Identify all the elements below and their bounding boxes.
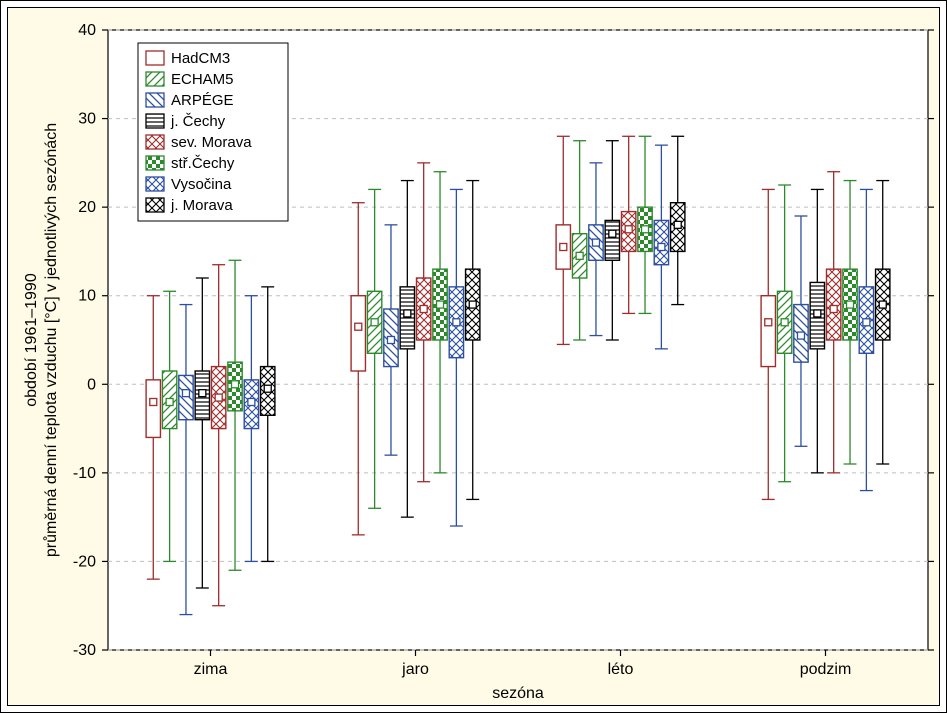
median-marker [387,337,394,344]
box [761,296,775,367]
x-tick-label: podzim [800,661,852,678]
y-tick-label: -30 [73,642,96,659]
legend-label: HadCM3 [171,50,230,67]
y-tick-label: 0 [87,376,96,393]
chart-panel: -30 -20 -10 0 10 20 30 40 průměrná denní teplota… [7,7,940,706]
median-marker [150,399,157,406]
y-tick-label: -20 [73,553,96,570]
median-marker [847,301,854,308]
y-tick-label: -10 [73,465,96,482]
median-marker [404,310,411,317]
legend-label: stř.Čechy [171,155,235,172]
legend-swatch [146,93,164,107]
legend [138,43,288,221]
y-tick-label: 30 [78,111,96,128]
legend-swatch [146,51,164,65]
median-marker [182,390,189,397]
x-tick-label: jaro [401,661,429,678]
median-marker [355,323,362,330]
median-marker [609,230,616,237]
median-marker [674,221,681,228]
median-marker [215,394,222,401]
box [146,380,160,438]
x-tick-label: zima [194,661,228,678]
median-marker [371,319,378,326]
median-marker [814,310,821,317]
median-marker [248,399,255,406]
box [827,269,841,340]
median-marker [560,244,567,251]
y-tick-label: 10 [78,288,96,305]
x-tick-label: léto [608,661,634,678]
box [351,296,365,371]
box [654,220,668,264]
median-marker [765,319,772,326]
median-marker [781,319,788,326]
median-marker [625,226,632,233]
box [400,287,414,349]
y-axis-label: průměrná denní teplota vzduchu [°C] v je… [42,123,60,557]
median-marker [592,239,599,246]
legend-label: j. Čechy [170,113,226,130]
median-marker [658,244,665,251]
legend-label: ECHAM5 [171,71,234,88]
boxplot-chart: -30 -20 -10 0 10 20 30 40 průměrná denní teplota… [8,8,941,707]
y-tick-label: 20 [78,199,96,216]
median-marker [420,306,427,313]
legend-swatch [146,135,164,149]
median-marker [797,332,804,339]
median-marker [642,226,649,233]
y-axis-label: období 1961–1990 [23,273,40,407]
median-marker [879,301,886,308]
y-tick-label: 40 [78,22,96,39]
median-marker [453,319,460,326]
legend-swatch [146,177,164,191]
legend-label: sev. Morava [171,134,252,151]
median-marker [863,319,870,326]
median-marker [199,390,206,397]
box [179,375,193,419]
legend-label: ARPÉGE [171,92,234,109]
median-marker [830,306,837,313]
box [605,220,619,260]
legend-swatch [146,72,164,86]
legend-swatch [146,114,164,128]
legend-label: Vysočina [171,176,232,193]
median-marker [469,301,476,308]
legend-swatch [146,198,164,212]
median-marker [232,381,239,388]
median-marker [576,252,583,259]
legend-swatch [146,156,164,170]
median-marker [166,399,173,406]
median-marker [437,301,444,308]
legend-label: j. Morava [170,197,233,214]
median-marker [264,385,271,392]
x-axis-label: sezóna [492,685,544,702]
chart-outer-frame: -30 -20 -10 0 10 20 30 40 průměrná denní teplota… [0,0,947,713]
